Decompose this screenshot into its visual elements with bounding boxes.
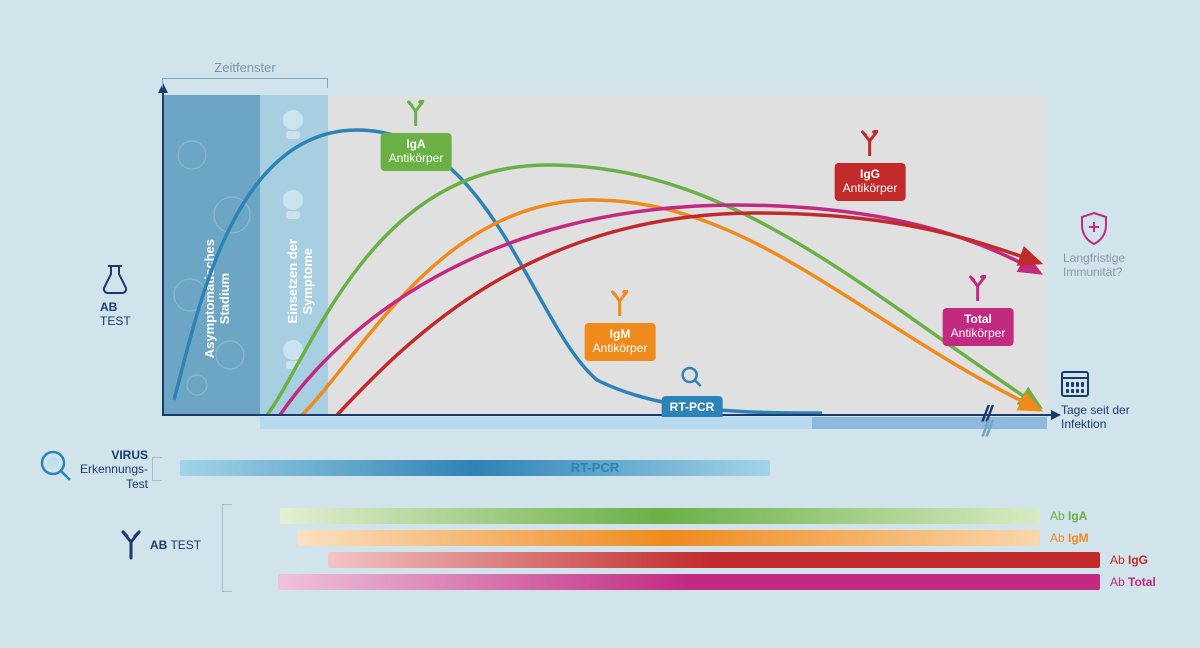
timeline-igg xyxy=(328,552,1100,568)
timeline-iga-right-label: Ab IgA xyxy=(1050,508,1087,524)
calendar-icon xyxy=(1061,371,1089,397)
ab-test-title: AB xyxy=(100,300,117,314)
timeline-igm xyxy=(298,530,1040,546)
ab-test-lower-label: AB TEST xyxy=(150,538,201,552)
timeline-total xyxy=(278,574,1100,590)
ab-bracket xyxy=(222,504,232,592)
timeline-total-right-label: Ab Total xyxy=(1110,574,1156,590)
antibody-icon xyxy=(118,530,144,565)
timeline-rtpcr-label: RT-PCR xyxy=(571,460,619,475)
badge-iga-box: IgAAntikörper xyxy=(381,133,452,171)
days-since-infection-label: Tage seit der Infektion xyxy=(1061,403,1130,432)
virus-test-title: VIRUS xyxy=(111,448,148,462)
antibody-icon xyxy=(943,275,1014,306)
badge-total-box: TotalAntikörper xyxy=(943,308,1014,346)
x-axis-segment-1 xyxy=(812,417,1047,429)
timeline-igm-right-label: Ab IgM xyxy=(1050,530,1089,546)
zeitfenster-bracket xyxy=(162,78,328,88)
flask-icon xyxy=(100,262,130,301)
rtpcr-bracket xyxy=(152,457,162,481)
x-axis-arrow xyxy=(1051,410,1061,420)
curve-total xyxy=(280,205,1040,415)
curves-svg xyxy=(162,95,1047,415)
y-axis xyxy=(162,89,164,415)
badge-igm: IgMAntikörper xyxy=(585,290,656,361)
immunity-label: Langfristige Immunität? xyxy=(1063,251,1125,280)
plot-area: Asymptomatisches Stadium Einsetzen der S… xyxy=(162,95,1047,415)
zeitfenster-label: Zeitfenster xyxy=(162,60,328,75)
badge-igg-box: IgGAntikörper xyxy=(835,163,906,201)
x-axis-segment-0 xyxy=(260,417,812,429)
badge-iga: IgAAntikörper xyxy=(381,100,452,171)
ab-test-sub: TEST xyxy=(100,314,131,328)
badge-igm-box: IgMAntikörper xyxy=(585,323,656,361)
badge-igg: IgGAntikörper xyxy=(835,130,906,201)
x-axis xyxy=(162,414,1053,416)
antibody-icon xyxy=(381,100,452,131)
magnifier-icon xyxy=(38,448,74,489)
virus-test-sub: Erkennungs- Test xyxy=(80,462,148,490)
virus-test-label: VIRUS Erkennungs- Test xyxy=(78,448,148,491)
badge-total: TotalAntikörper xyxy=(943,275,1014,346)
shield-icon xyxy=(1077,210,1111,253)
badge-rtpcr: RT-PCR xyxy=(662,365,723,420)
timeline-iga xyxy=(280,508,1040,524)
ab-test-label: AB TEST xyxy=(100,300,131,329)
timeline-rtpcr xyxy=(180,460,770,476)
ab-test-lower-title: AB xyxy=(150,538,167,552)
antibody-icon xyxy=(835,130,906,161)
curve-rtpcr xyxy=(174,130,822,413)
axis-break-icon-lower: // xyxy=(982,416,990,442)
ab-test-lower-sub: TEST xyxy=(170,538,201,552)
magnifier-icon xyxy=(662,365,723,394)
timeline-igg-right-label: Ab IgG xyxy=(1110,552,1148,568)
antibody-icon xyxy=(585,290,656,321)
